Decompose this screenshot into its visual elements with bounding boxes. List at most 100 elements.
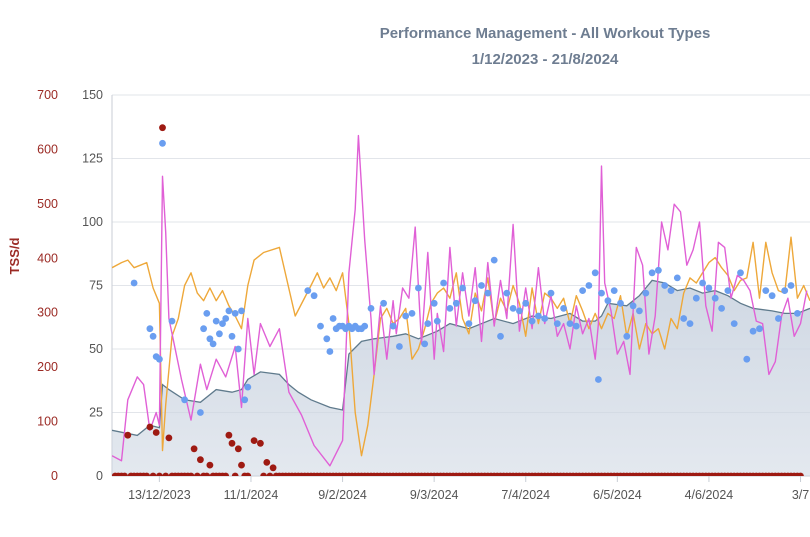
intensity-point <box>509 305 517 312</box>
y-left-tick-label: 100 <box>37 415 58 429</box>
intensity-point <box>579 287 586 294</box>
plot-area <box>112 124 810 476</box>
y-right-tick-label: 50 <box>89 342 103 356</box>
intensity-point <box>222 315 230 322</box>
tss-point <box>269 464 277 472</box>
intensity-point <box>629 302 637 310</box>
x-tick-label: 3/7 <box>792 488 809 502</box>
y-right-tick-label: 100 <box>82 215 103 229</box>
x-tick-label: 11/1/2024 <box>224 488 279 502</box>
intensity-point <box>421 340 429 348</box>
intensity-point <box>560 305 567 312</box>
intensity-point <box>711 294 719 302</box>
intensity-point <box>323 335 331 343</box>
intensity-point <box>743 355 751 363</box>
intensity-point <box>326 348 334 355</box>
chart-title: Performance Management - All Workout Typ… <box>379 25 711 42</box>
intensity-point <box>209 340 217 348</box>
y-right-tick-label: 150 <box>82 88 103 102</box>
intensity-point <box>484 289 492 297</box>
x-tick-label: 13/12/2023 <box>128 488 191 502</box>
intensity-point <box>304 287 312 294</box>
tss-point <box>149 472 157 476</box>
x-tick-label: 9/2/2024 <box>318 488 367 502</box>
intensity-point <box>604 297 612 305</box>
intensity-point <box>415 284 422 292</box>
intensity-point <box>648 269 656 277</box>
intensity-point <box>130 279 138 287</box>
y-right-tick-label: 75 <box>89 279 103 293</box>
intensity-point <box>402 312 410 320</box>
tss-point <box>197 456 204 464</box>
intensity-point <box>705 284 713 292</box>
y-left-ticks: 0 100 200 300 400 500 600 700 <box>37 88 58 483</box>
intensity-point <box>231 310 239 317</box>
intensity-point <box>541 315 549 322</box>
intensity-point <box>440 279 447 287</box>
intensity-point <box>775 315 782 322</box>
intensity-point <box>225 307 233 315</box>
intensity-point <box>787 282 795 289</box>
tss-point <box>263 459 271 466</box>
tss-point <box>250 437 258 444</box>
tss-point <box>797 472 804 476</box>
intensity-point <box>228 332 236 340</box>
tss-point <box>222 472 230 476</box>
intensity-point <box>623 332 631 340</box>
y-right-tick-label: 0 <box>96 469 103 483</box>
tss-point <box>162 472 170 476</box>
tss-point <box>190 445 198 453</box>
intensity-point <box>522 299 530 307</box>
intensity-point <box>459 284 466 292</box>
intensity-point <box>503 289 511 297</box>
tss-point <box>228 439 236 447</box>
y-left-tick-label: 600 <box>37 142 58 156</box>
intensity-point <box>547 289 555 297</box>
intensity-point <box>156 355 163 363</box>
intensity-point <box>642 289 650 297</box>
intensity-point <box>146 325 154 333</box>
intensity-point <box>610 287 618 294</box>
y-right-tick-label: 25 <box>89 406 103 420</box>
tss-point <box>203 472 211 476</box>
tss-point <box>143 472 151 476</box>
intensity-point <box>430 299 438 307</box>
x-tick-label: 9/3/2024 <box>410 488 459 502</box>
tss-point <box>121 472 128 476</box>
y-left-tick-label: 0 <box>51 469 58 483</box>
chart-subtitle: 1/12/2023 - 21/8/2024 <box>471 51 619 68</box>
intensity-point <box>465 320 473 327</box>
intensity-point <box>433 317 441 325</box>
intensity-point <box>424 320 432 327</box>
intensity-point <box>566 320 574 327</box>
intensity-point <box>661 282 669 289</box>
tss-point <box>156 472 163 476</box>
intensity-point <box>234 345 242 353</box>
intensity-point <box>200 325 208 333</box>
intensity-point <box>478 282 485 289</box>
intensity-point <box>762 287 770 294</box>
intensity-point <box>159 139 166 147</box>
intensity-point <box>617 299 624 307</box>
tss-point <box>206 461 214 469</box>
y-left-tick-label: 300 <box>37 306 58 320</box>
intensity-point <box>317 322 324 330</box>
tss-point <box>193 472 201 476</box>
tss-point <box>146 423 154 431</box>
intensity-point <box>396 343 403 350</box>
intensity-point <box>598 289 605 297</box>
intensity-point <box>168 317 176 325</box>
intensity-point <box>238 307 245 315</box>
y-left-tick-label: 500 <box>37 197 58 211</box>
intensity-point <box>655 266 662 274</box>
tss-point <box>152 429 160 436</box>
intensity-point <box>197 409 204 416</box>
intensity-point <box>446 305 454 312</box>
intensity-point <box>329 315 337 322</box>
intensity-point <box>219 320 226 327</box>
intensity-point <box>181 396 189 404</box>
intensity-point <box>686 320 694 327</box>
tss-point <box>187 472 195 476</box>
y-right-ticks: 0 25 50 75 100 125 150 <box>82 88 103 483</box>
